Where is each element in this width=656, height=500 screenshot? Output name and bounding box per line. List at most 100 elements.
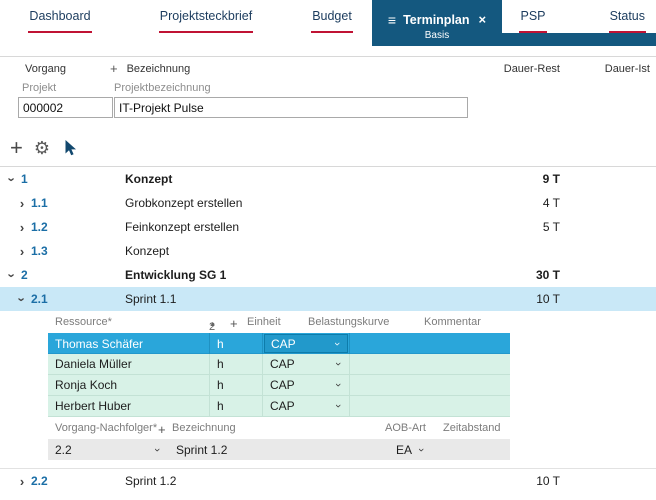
divider xyxy=(0,468,656,469)
projekt-label: Projekt xyxy=(22,81,57,94)
belastungskurve-select[interactable]: CAP › xyxy=(263,396,350,416)
task-dauer-rest: 10 T xyxy=(536,292,560,306)
projektbezeichnung-label: Projektbezeichnung xyxy=(114,81,211,94)
close-icon[interactable]: × xyxy=(478,12,487,27)
column-aob-art: AOB-Art xyxy=(385,422,426,434)
expand-icon[interactable]: › xyxy=(19,195,25,211)
tab-label: Dashboard xyxy=(28,9,92,33)
task-number: 1.2 xyxy=(31,220,48,234)
tab-projektsteckbrief[interactable]: Projektsteckbrief xyxy=(120,0,292,33)
task-number: 1.3 xyxy=(31,244,48,258)
task-dauer-rest: 5 T xyxy=(542,220,560,234)
column-belastungskurve: Belastungskurve xyxy=(308,316,390,328)
resource-kommentar[interactable] xyxy=(350,333,510,354)
task-row-selected[interactable]: › 2.1 Sprint 1.1 10 T xyxy=(0,287,656,311)
collapse-icon[interactable]: › xyxy=(14,296,30,302)
resource-row[interactable]: Herbert Huber h CAP › xyxy=(48,396,510,417)
tab-psp[interactable]: PSP xyxy=(502,0,564,33)
task-dauer-rest: 10 T xyxy=(536,474,560,488)
task-row[interactable]: › 1.2 Feinkonzept erstellen 5 T xyxy=(0,215,656,239)
resource-row[interactable]: Daniela Müller h CAP › xyxy=(48,354,510,375)
belastungskurve-select[interactable]: CAP › xyxy=(263,375,350,395)
resource-name: Thomas Schäfer xyxy=(48,333,210,354)
dropdown-icon[interactable]: › xyxy=(332,383,344,387)
column-einheit: Einheit xyxy=(247,316,281,328)
sort-asc-icon: ▲ xyxy=(209,321,216,328)
projekt-id-input[interactable] xyxy=(18,97,113,118)
task-row[interactable]: › 1.1 Grobkonzept erstellen 4 T xyxy=(0,191,656,215)
dropdown-icon[interactable]: › xyxy=(331,341,343,346)
gear-icon[interactable]: ⚙ xyxy=(33,138,50,158)
resource-kommentar[interactable] xyxy=(350,354,510,374)
dropdown-icon[interactable]: › xyxy=(332,404,344,408)
add-successor-button[interactable]: + xyxy=(158,422,166,437)
tab-terminplan[interactable]: ≡ Terminplan × Basis xyxy=(372,0,502,46)
resource-einheit: h xyxy=(210,354,263,374)
resource-panel: Ressource* 2 ▲ + Einheit Belastungskurve … xyxy=(48,311,510,417)
pointer-icon[interactable] xyxy=(61,139,77,157)
task-row[interactable]: › 1 Konzept 9 T xyxy=(0,167,656,191)
zeitabstand-cell[interactable] xyxy=(435,439,510,460)
resource-name: Herbert Huber xyxy=(48,396,210,416)
task-number: 1 xyxy=(21,172,28,186)
dropdown-icon[interactable]: › xyxy=(415,447,428,452)
tab-budget[interactable]: Budget xyxy=(292,0,372,33)
column-dauer-ist: Dauer-Ist xyxy=(604,62,650,75)
resource-header: Ressource* 2 ▲ + Einheit Belastungskurve … xyxy=(55,316,481,333)
column-bezeichnung: Bezeichnung xyxy=(172,422,236,434)
add-resource-button[interactable]: + xyxy=(230,316,238,331)
projekt-name-input[interactable] xyxy=(114,97,468,118)
add-column-button[interactable]: + xyxy=(110,61,118,76)
task-dauer-rest: 30 T xyxy=(535,268,560,282)
expand-icon[interactable]: › xyxy=(19,243,25,259)
project-fields xyxy=(18,97,656,120)
tab-bar: Dashboard Projektsteckbrief Budget ≡ Ter… xyxy=(0,0,656,46)
belastungskurve-value: CAP xyxy=(270,357,295,371)
aob-art-select[interactable]: EA › xyxy=(378,439,435,460)
dropdown-icon[interactable]: › xyxy=(332,362,344,366)
resource-einheit: h xyxy=(210,375,263,395)
resource-name: Ronja Koch xyxy=(48,375,210,395)
collapse-icon[interactable]: › xyxy=(4,176,20,182)
resource-kommentar[interactable] xyxy=(350,375,510,395)
task-label: Sprint 1.2 xyxy=(125,474,177,488)
successor-row[interactable]: 2.2 › Sprint 1.2 EA › xyxy=(48,439,510,460)
resource-einheit: h xyxy=(210,396,263,416)
tab-label: Terminplan xyxy=(403,12,470,27)
task-label: Feinkonzept erstellen xyxy=(125,220,240,234)
column-kommentar: Kommentar xyxy=(424,316,481,328)
resource-kommentar[interactable] xyxy=(350,396,510,416)
column-bezeichnung: Bezeichnung xyxy=(126,62,191,75)
tab-label: Budget xyxy=(311,9,353,33)
project-field-labels: Projekt Projektbezeichnung xyxy=(0,80,656,95)
expand-icon[interactable]: › xyxy=(19,219,25,235)
task-row[interactable]: › 1.3 Konzept xyxy=(0,239,656,263)
successor-header: Vorgang-Nachfolger* + Bezeichnung AOB-Ar… xyxy=(48,417,510,439)
task-label: Konzept xyxy=(125,172,173,186)
expand-icon[interactable]: › xyxy=(19,473,25,489)
task-row[interactable]: › 2 Entwicklung SG 1 30 T xyxy=(0,263,656,287)
resource-row[interactable]: Ronja Koch h CAP › xyxy=(48,375,510,396)
task-row[interactable]: › 2.2 Sprint 1.2 10 T xyxy=(0,469,656,493)
belastungskurve-select[interactable]: CAP › xyxy=(263,333,350,354)
tab-label: PSP xyxy=(519,9,547,33)
collapse-icon[interactable]: › xyxy=(4,272,20,278)
successor-panel: Vorgang-Nachfolger* + Bezeichnung AOB-Ar… xyxy=(48,417,510,460)
column-vorgang: Vorgang xyxy=(25,62,66,75)
tab-status[interactable]: Status xyxy=(564,0,656,33)
dropdown-icon[interactable]: › xyxy=(151,447,163,452)
successor-select[interactable]: 2.2 › xyxy=(48,439,170,460)
belastungskurve-select[interactable]: CAP › xyxy=(263,354,350,374)
add-task-button[interactable]: + xyxy=(10,135,23,160)
table-column-header: Vorgang + Bezeichnung Dauer-Rest Dauer-I… xyxy=(0,57,656,80)
tab-dashboard[interactable]: Dashboard xyxy=(0,0,120,33)
menu-icon[interactable]: ≡ xyxy=(387,11,397,28)
resource-row-selected[interactable]: Thomas Schäfer h CAP › xyxy=(48,333,510,354)
task-tree: › 1 Konzept 9 T › 1.1 Grobkonzept erstel… xyxy=(0,167,656,493)
belastungskurve-value: CAP xyxy=(270,378,295,392)
task-label: Sprint 1.1 xyxy=(125,292,177,306)
subtab-basis[interactable]: Basis xyxy=(424,29,450,41)
resource-name: Daniela Müller xyxy=(48,354,210,374)
task-number: 2.2 xyxy=(31,474,48,488)
successor-bezeichnung: Sprint 1.2 xyxy=(176,442,228,457)
